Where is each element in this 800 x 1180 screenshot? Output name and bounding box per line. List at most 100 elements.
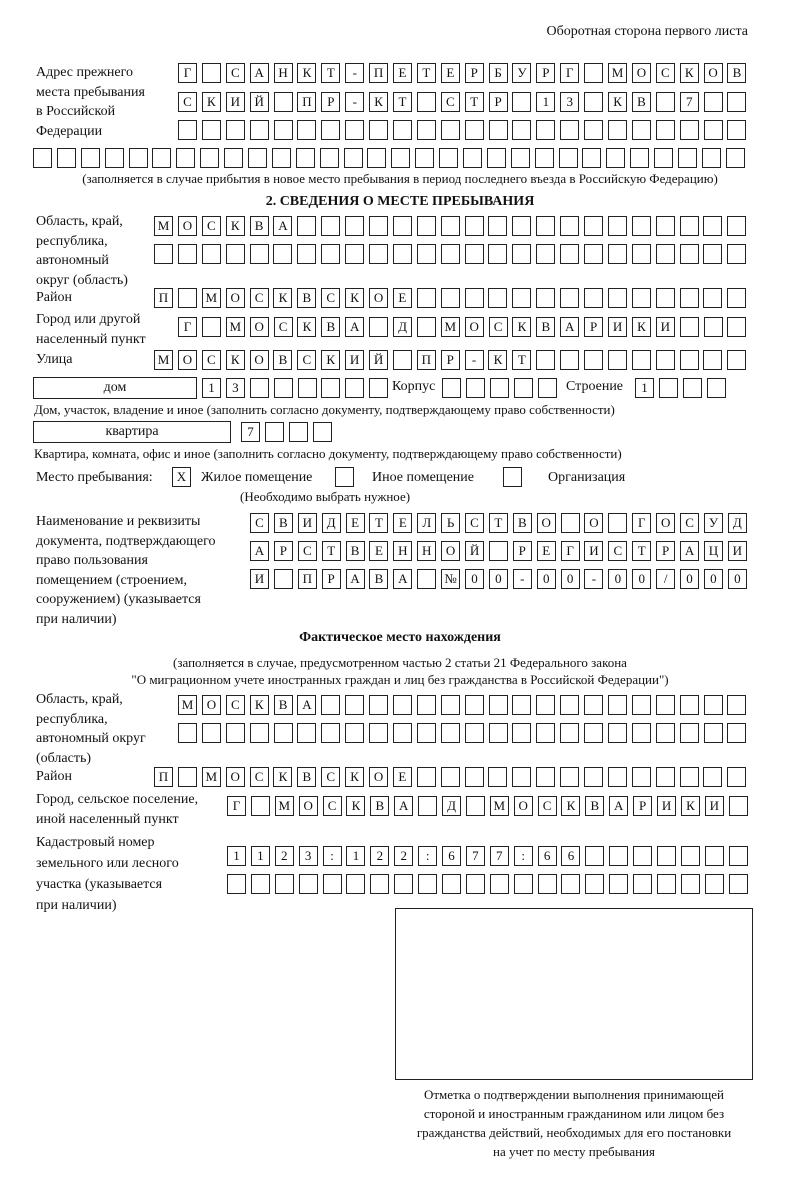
char-cell[interactable]: Т bbox=[321, 63, 341, 83]
char-cell[interactable] bbox=[33, 148, 52, 168]
char-cell[interactable]: Р bbox=[440, 350, 460, 370]
char-cell[interactable]: В bbox=[249, 216, 269, 236]
char-cell[interactable] bbox=[225, 120, 245, 140]
char-cell[interactable]: И bbox=[584, 541, 604, 561]
char-cell[interactable] bbox=[534, 148, 554, 168]
char-cell[interactable]: И bbox=[727, 541, 747, 561]
char-cell[interactable]: С bbox=[178, 92, 197, 112]
char-cell[interactable]: : bbox=[322, 846, 342, 866]
char-cell[interactable]: Т bbox=[416, 63, 436, 83]
char-cell[interactable] bbox=[104, 148, 124, 168]
char-cell[interactable] bbox=[392, 244, 412, 264]
char-cell[interactable]: 2 bbox=[394, 846, 414, 866]
char-cell[interactable] bbox=[321, 244, 341, 264]
char-cell[interactable] bbox=[369, 317, 389, 337]
char-cell[interactable] bbox=[486, 148, 506, 168]
char-cell[interactable] bbox=[80, 148, 100, 168]
char-cell[interactable]: О bbox=[631, 63, 651, 83]
char-cell[interactable] bbox=[608, 695, 628, 715]
char-cell[interactable] bbox=[657, 874, 677, 894]
char-cell[interactable]: В bbox=[631, 92, 651, 112]
char-cell[interactable] bbox=[655, 92, 675, 112]
char-cell[interactable]: К bbox=[273, 767, 293, 787]
char-cell[interactable]: П bbox=[154, 767, 173, 787]
char-cell[interactable]: Р bbox=[656, 541, 676, 561]
char-cell[interactable]: А bbox=[393, 569, 413, 589]
char-cell[interactable] bbox=[561, 874, 581, 894]
char-cell[interactable] bbox=[464, 216, 484, 236]
char-cell[interactable]: П bbox=[154, 288, 173, 308]
char-cell[interactable]: К bbox=[201, 92, 221, 112]
char-cell[interactable] bbox=[346, 874, 366, 894]
char-cell[interactable] bbox=[295, 148, 315, 168]
char-cell[interactable] bbox=[680, 846, 700, 866]
char-cell[interactable]: 0 bbox=[608, 569, 628, 589]
char-cell[interactable]: Ц bbox=[703, 541, 723, 561]
char-cell[interactable]: В bbox=[297, 767, 317, 787]
char-cell[interactable]: И bbox=[297, 513, 317, 533]
char-cell[interactable] bbox=[128, 148, 148, 168]
char-cell[interactable] bbox=[582, 148, 602, 168]
char-cell[interactable] bbox=[536, 767, 556, 787]
char-cell[interactable]: Т bbox=[321, 541, 341, 561]
char-cell[interactable] bbox=[288, 422, 308, 442]
char-cell[interactable] bbox=[274, 874, 294, 894]
char-cell[interactable] bbox=[465, 874, 485, 894]
char-cell[interactable] bbox=[655, 288, 675, 308]
char-cell[interactable] bbox=[273, 378, 293, 398]
char-cell[interactable] bbox=[297, 216, 317, 236]
char-cell[interactable] bbox=[704, 846, 724, 866]
char-cell[interactable]: О bbox=[177, 350, 197, 370]
char-cell[interactable] bbox=[416, 767, 436, 787]
char-cell[interactable] bbox=[297, 120, 317, 140]
char-cell[interactable]: Е bbox=[369, 541, 389, 561]
char-cell[interactable]: К bbox=[631, 317, 651, 337]
char-cell[interactable] bbox=[585, 846, 605, 866]
char-cell[interactable] bbox=[273, 92, 293, 112]
char-cell[interactable] bbox=[440, 120, 460, 140]
char-cell[interactable]: У bbox=[703, 513, 723, 533]
char-cell[interactable]: М bbox=[201, 767, 221, 787]
char-cell[interactable] bbox=[584, 120, 604, 140]
char-cell[interactable]: М bbox=[201, 288, 221, 308]
char-cell[interactable] bbox=[488, 216, 508, 236]
char-cell[interactable]: 7 bbox=[241, 422, 260, 442]
char-cell[interactable] bbox=[416, 244, 436, 264]
char-cell[interactable] bbox=[201, 244, 221, 264]
char-cell[interactable] bbox=[298, 874, 318, 894]
char-cell[interactable] bbox=[393, 695, 413, 715]
char-cell[interactable] bbox=[608, 723, 628, 743]
char-cell[interactable] bbox=[416, 92, 436, 112]
char-cell[interactable] bbox=[655, 120, 675, 140]
char-cell[interactable]: И bbox=[345, 350, 365, 370]
char-cell[interactable]: А bbox=[560, 317, 580, 337]
char-cell[interactable] bbox=[655, 767, 675, 787]
char-cell[interactable]: М bbox=[274, 796, 294, 816]
char-cell[interactable]: С bbox=[225, 695, 245, 715]
char-cell[interactable]: Е bbox=[345, 513, 365, 533]
char-cell[interactable] bbox=[297, 378, 317, 398]
char-cell[interactable] bbox=[345, 244, 365, 264]
char-cell[interactable] bbox=[560, 350, 580, 370]
char-cell[interactable] bbox=[416, 317, 436, 337]
char-cell[interactable] bbox=[631, 120, 651, 140]
char-cell[interactable] bbox=[440, 288, 460, 308]
char-cell[interactable]: - bbox=[345, 92, 365, 112]
char-cell[interactable]: А bbox=[250, 541, 269, 561]
char-cell[interactable] bbox=[343, 148, 363, 168]
char-cell[interactable] bbox=[536, 244, 556, 264]
char-cell[interactable]: С bbox=[201, 216, 221, 236]
char-cell[interactable] bbox=[273, 723, 293, 743]
char-cell[interactable]: В bbox=[345, 541, 365, 561]
char-cell[interactable]: Ь bbox=[441, 513, 461, 533]
char-cell[interactable] bbox=[488, 244, 508, 264]
char-cell[interactable]: С bbox=[322, 796, 342, 816]
char-cell[interactable] bbox=[264, 422, 284, 442]
char-cell[interactable]: Г bbox=[632, 513, 652, 533]
char-cell[interactable]: М bbox=[154, 350, 173, 370]
char-cell[interactable]: - bbox=[464, 350, 484, 370]
char-cell[interactable] bbox=[273, 120, 293, 140]
char-cell[interactable]: 0 bbox=[727, 569, 747, 589]
char-cell[interactable]: : bbox=[513, 846, 533, 866]
char-cell[interactable] bbox=[416, 723, 436, 743]
